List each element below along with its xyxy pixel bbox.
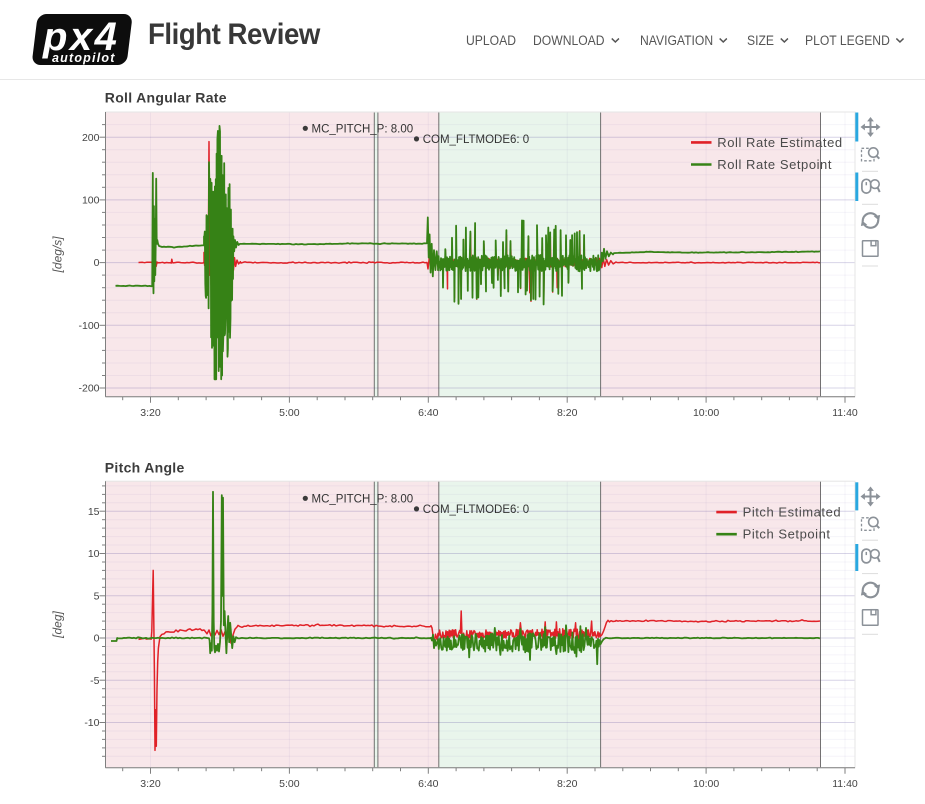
svg-text:Pitch Angle: Pitch Angle bbox=[105, 460, 185, 476]
svg-text:0: 0 bbox=[94, 257, 100, 269]
svg-text:11:40: 11:40 bbox=[832, 407, 858, 419]
svg-text:3:20: 3:20 bbox=[140, 778, 161, 790]
svg-text:Roll Rate Setpoint: Roll Rate Setpoint bbox=[717, 157, 832, 172]
svg-text:Roll Angular Rate: Roll Angular Rate bbox=[105, 90, 227, 106]
svg-text:3:20: 3:20 bbox=[140, 407, 161, 419]
svg-text:6:40: 6:40 bbox=[418, 778, 439, 790]
svg-text:-5: -5 bbox=[90, 675, 99, 687]
svg-text:Pitch Setpoint: Pitch Setpoint bbox=[743, 527, 831, 542]
svg-text:15: 15 bbox=[88, 506, 100, 518]
svg-text:-100: -100 bbox=[78, 320, 99, 332]
svg-text:MC_PITCH_P: 8.00: MC_PITCH_P: 8.00 bbox=[312, 124, 414, 136]
svg-text:[deg]: [deg] bbox=[51, 610, 65, 638]
svg-text:0: 0 bbox=[94, 633, 100, 645]
svg-text:10:00: 10:00 bbox=[693, 407, 719, 419]
svg-text:autopilot: autopilot bbox=[52, 51, 116, 65]
svg-text:100: 100 bbox=[82, 195, 100, 207]
svg-text:8:20: 8:20 bbox=[557, 778, 578, 790]
svg-text:5:00: 5:00 bbox=[279, 778, 300, 790]
svg-text:[deg/s]: [deg/s] bbox=[51, 236, 65, 274]
svg-text:8:20: 8:20 bbox=[557, 407, 578, 419]
svg-text:11:40: 11:40 bbox=[832, 778, 858, 790]
svg-text:200: 200 bbox=[82, 132, 100, 144]
svg-text:10: 10 bbox=[88, 548, 100, 560]
svg-text:Roll Rate Estimated: Roll Rate Estimated bbox=[717, 135, 842, 150]
svg-text:MC_PITCH_P: 8.00: MC_PITCH_P: 8.00 bbox=[312, 494, 414, 506]
svg-text:-10: -10 bbox=[84, 717, 99, 729]
svg-text:px4: px4 bbox=[42, 15, 119, 59]
svg-text:5: 5 bbox=[94, 590, 100, 602]
svg-text:10:00: 10:00 bbox=[693, 778, 719, 790]
svg-text:Pitch Estimated: Pitch Estimated bbox=[743, 505, 842, 520]
svg-text:COM_FLTMODE6: 0: COM_FLTMODE6: 0 bbox=[423, 134, 530, 146]
svg-text:COM_FLTMODE6: 0: COM_FLTMODE6: 0 bbox=[423, 504, 530, 516]
svg-text:5:00: 5:00 bbox=[279, 407, 300, 419]
svg-text:-200: -200 bbox=[78, 383, 99, 395]
svg-text:6:40: 6:40 bbox=[418, 407, 439, 419]
